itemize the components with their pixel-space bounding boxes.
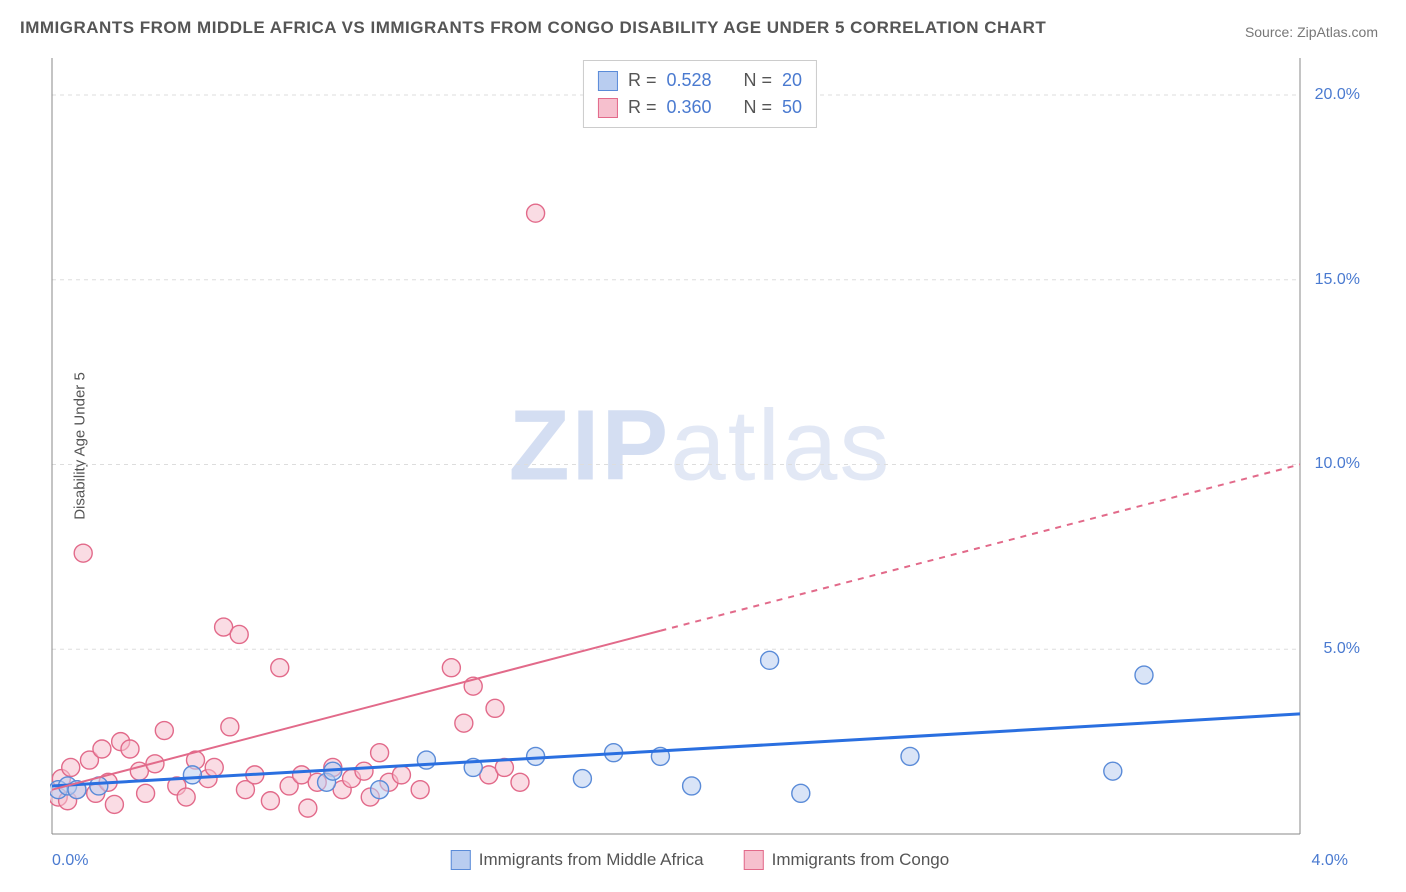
- x-tick-label: 4.0%: [1312, 852, 1348, 870]
- swatch-middle-africa: [598, 71, 618, 91]
- legend-row-middle-africa: R = 0.528 N = 20: [598, 67, 802, 94]
- x-tick-label: 0.0%: [52, 852, 88, 870]
- chart-area: ZIPatlas R = 0.528 N = 20 R = 0.360 N = …: [50, 56, 1350, 836]
- correlation-legend: R = 0.528 N = 20 R = 0.360 N = 50: [583, 60, 817, 128]
- scatter-plot: [50, 56, 1350, 836]
- y-tick-label: 15.0%: [1315, 271, 1360, 289]
- swatch-congo: [598, 98, 618, 118]
- source-attribution: Source: ZipAtlas.com: [1245, 24, 1378, 40]
- series-legend: Immigrants from Middle Africa Immigrants…: [451, 850, 949, 870]
- legend-item-congo: Immigrants from Congo: [744, 850, 950, 870]
- y-tick-label: 20.0%: [1315, 86, 1360, 104]
- swatch-middle-africa-icon: [451, 850, 471, 870]
- chart-title: IMMIGRANTS FROM MIDDLE AFRICA VS IMMIGRA…: [20, 18, 1046, 38]
- swatch-congo-icon: [744, 850, 764, 870]
- legend-row-congo: R = 0.360 N = 50: [598, 94, 802, 121]
- y-tick-label: 5.0%: [1324, 640, 1360, 658]
- legend-item-middle-africa: Immigrants from Middle Africa: [451, 850, 704, 870]
- y-tick-label: 10.0%: [1315, 455, 1360, 473]
